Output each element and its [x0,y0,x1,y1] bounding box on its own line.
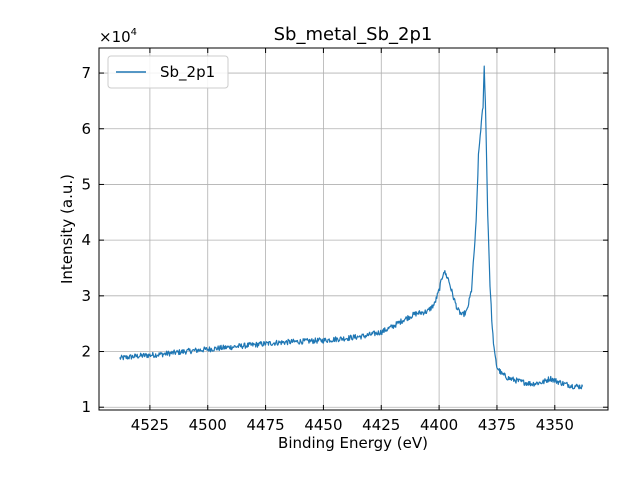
y-tick-label: 5 [81,175,91,193]
x-axis-label: Binding Energy (eV) [278,434,428,452]
x-tick-label: 4425 [362,416,400,434]
plot-area-frame [98,47,609,411]
x-tick-label: 4400 [420,416,458,434]
y-tick-label: 6 [81,120,91,138]
x-tick-label: 4475 [246,416,284,434]
x-tick-label: 4525 [131,416,169,434]
legend-box [107,55,229,89]
x-gridlines [149,48,556,410]
y-tick-label: 1 [81,398,91,416]
legend-label-sb-2p1: Sb_2p1 [160,63,215,82]
series-sb-2p1-line [119,65,584,390]
chart-title: Sb_metal_Sb_2p1 [274,24,433,45]
y-axis-multiplier: ×104 [99,27,137,46]
y-axis-label: Intensity (a.u.) [58,174,76,284]
x-tick-label: 4350 [536,416,574,434]
y-tick-label: 4 [81,231,91,249]
x-tick-label: 4450 [304,416,342,434]
y-tick-label: 2 [81,343,91,361]
y-axis-ticks: 1 2 3 4 5 6 7 [81,64,608,416]
y-multiplier-exponent: 4 [131,27,137,38]
y-tick-label: 3 [81,287,91,305]
y-tick-label: 7 [81,64,91,82]
x-tick-label: 4375 [478,416,516,434]
y-multiplier-base: ×10 [99,28,131,46]
y-gridlines [99,72,608,408]
x-axis-ticks: 4525 4500 4475 4450 4425 4400 4375 4350 [131,48,574,434]
x-tick-label: 4500 [189,416,227,434]
legend: Sb_2p1 [107,55,229,89]
